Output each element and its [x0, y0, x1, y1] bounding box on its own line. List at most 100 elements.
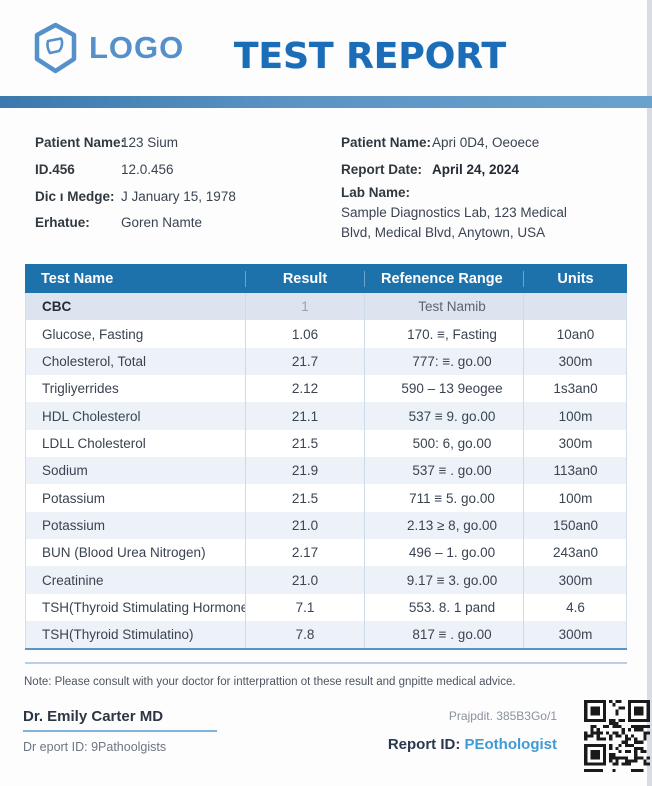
cell-units: 300m — [523, 429, 627, 458]
cell-test-name: Trigliyerrides — [42, 381, 119, 397]
doctor-name: Dr. Emily Carter MD — [23, 708, 164, 725]
page-title: TEST REPORT — [233, 36, 507, 77]
logo-text: LOGO — [89, 30, 185, 65]
cell-test-name: BUN (Blood Urea Nitrogen) — [42, 545, 206, 561]
doctor-report-id: Dr eport ID: 9Pathoolgists — [23, 740, 167, 754]
cell-result: 21.5 — [245, 484, 364, 512]
table-row: BUN (Blood Urea Nitrogen) 2.17 496 – 1. … — [26, 539, 626, 567]
patient-name-row: Patient Name: 123 Sium — [35, 134, 178, 151]
cell-reference-range: 817 ≡ . go.00 — [364, 621, 523, 649]
cell-result: 21.9 — [245, 457, 364, 485]
cell-reference-range: 2.13 ≥ 8, go.00 — [364, 511, 523, 540]
table-row: CBC 1 Test Namib — [26, 293, 627, 321]
cell-reference-range: 553. 8. 1 pand — [364, 593, 523, 622]
cell-units — [523, 293, 627, 321]
cell-reference-range: 500: 6, go.00 — [364, 429, 523, 458]
cell-test-name: HDL Cholesterol — [42, 408, 141, 424]
referrer-row: Erhatue: Goren Namte — [35, 214, 202, 231]
patient-id-value: 12.0.456 — [121, 162, 174, 177]
column-header-test-name: Test Name — [41, 270, 114, 287]
footer-right: Prajpdit. 385B3Go/1 Report ID: PEotholog… — [307, 709, 557, 753]
lab-name-row: Lab Name: — [341, 184, 432, 201]
cell-result: 1.06 — [245, 320, 364, 348]
patient-name-label-2: Patient Name: — [341, 135, 432, 150]
cell-reference-range: 537 ≡ . go.00 — [364, 457, 523, 485]
qr-code — [584, 700, 650, 772]
report-date-value: April 24, 2024 — [432, 162, 520, 177]
cell-result: 21.0 — [245, 566, 364, 594]
table-row: Cholesterol, Total 21.7 777: ≡. go.00 30… — [26, 347, 627, 376]
page-edge — [647, 0, 652, 786]
report-id-label: Report ID: — [387, 736, 461, 753]
column-header-result: Result — [245, 270, 364, 287]
cell-units: 300m — [523, 621, 627, 649]
cell-reference-range: 590 – 13 9eogee — [364, 375, 523, 403]
table-row: Potassium 21.5 711 ≡ 5. go.00 100m — [26, 484, 627, 512]
referrer-value: Goren Namte — [121, 215, 203, 230]
cell-test-name: Potassium — [42, 490, 106, 506]
date-of-birth-row: Dic ı Medge: J January 15, 1978 — [35, 188, 236, 205]
cell-reference-range: 537 ≡ 9. go.00 — [364, 402, 523, 430]
cell-test-name: Potassium — [42, 517, 106, 533]
cell-result: 21.5 — [245, 429, 364, 458]
cell-units: 113an0 — [523, 457, 627, 485]
patient-name-label: Patient Name: — [35, 135, 126, 150]
patient-name-value-2: Apri 0D4, Oeoece — [432, 135, 540, 150]
cell-units: 4.6 — [523, 593, 627, 622]
table-row: LDLL Cholesterol 21.5 500: 6, go.00 300m — [26, 429, 627, 458]
cell-units: 10an0 — [523, 320, 627, 348]
signature-line — [23, 730, 217, 732]
cell-reference-range: 9.17 ≡ 3. go.00 — [364, 566, 523, 594]
column-header-units: Units — [523, 270, 627, 287]
cell-units: 100m — [523, 484, 627, 512]
cell-test-name: Cholesterol, Total — [42, 353, 147, 369]
referrer-label: Erhatue: — [35, 215, 90, 230]
cell-units: 100m — [523, 402, 627, 430]
cell-reference-range: 777: ≡. go.00 — [364, 347, 523, 376]
report-id-value: PEothologist — [464, 736, 558, 753]
cell-units: 300m — [523, 566, 627, 594]
results-table: Test Name Result Refenence Range Units C… — [25, 264, 627, 651]
cell-reference-range: Test Namib — [364, 293, 523, 321]
cell-reference-range: 170. ≡, Fasting — [364, 320, 523, 348]
table-body: CBC 1 Test Namib Glucose, Fasting 1.06 1… — [25, 293, 627, 649]
cell-result: 7.8 — [245, 621, 364, 649]
shield-logo-icon — [32, 22, 79, 74]
report-id-line: Report ID: PEothologist — [307, 736, 557, 753]
patient-name-value: 123 Sium — [121, 135, 179, 150]
table-row: Creatinine 21.0 9.17 ≡ 3. go.00 300m — [26, 566, 627, 594]
table-row: Potassium 21.0 2.13 ≥ 8, go.00 150an0 — [26, 511, 627, 540]
table-row: Glucose, Fasting 1.06 170. ≡, Fasting 10… — [26, 320, 627, 348]
footer-divider — [25, 662, 627, 664]
table-row: TSH(Thyroid Stimulatino) 7.8 817 ≡ . go.… — [26, 621, 627, 649]
cell-result: 21.0 — [245, 511, 364, 540]
cell-test-name: TSH(Thyroid Stimulating Hormone — [42, 599, 245, 615]
table-row: TSH(Thyroid Stimulating Hormone 7.1 553.… — [26, 593, 627, 622]
cell-test-name: CBC — [42, 299, 72, 315]
patient-name-row-2: Patient Name: Apri 0D4, Oeoece — [341, 134, 539, 151]
cell-result: 2.17 — [245, 539, 364, 567]
report-date-label: Report Date: — [341, 162, 423, 177]
patient-id-row: ID.456 12.0.456 — [35, 161, 174, 178]
date-of-birth-value: J January 15, 1978 — [121, 189, 236, 204]
cell-test-name: TSH(Thyroid Stimulatino) — [42, 627, 194, 643]
patient-id-label: ID.456 — [35, 162, 75, 177]
footer-meta-text: Prajpdit. 385B3Go/1 — [448, 709, 557, 723]
cell-units: 1s3an0 — [523, 375, 627, 403]
cell-result: 2.12 — [245, 375, 364, 403]
lab-name-label: Lab Name: — [341, 185, 411, 200]
cell-test-name: Glucose, Fasting — [42, 326, 144, 342]
cell-result: 7.1 — [245, 593, 364, 622]
cell-result: 21.1 — [245, 402, 364, 430]
report-date-row: Report Date: April 24, 2024 — [341, 161, 519, 178]
table-row: HDL Cholesterol 21.1 537 ≡ 9. go.00 100m — [26, 402, 627, 430]
date-of-birth-label: Dic ı Medge: — [35, 189, 115, 204]
lab-address: Sample Diagnostics Lab, 123 Medical Blvd… — [341, 205, 567, 240]
cell-result: 1 — [245, 293, 364, 321]
cell-reference-range: 711 ≡ 5. go.00 — [364, 484, 523, 512]
logo: LOGO — [32, 22, 184, 74]
cell-units: 150an0 — [523, 511, 627, 540]
cell-units: 300m — [523, 347, 627, 376]
cell-test-name: Creatinine — [42, 572, 104, 588]
